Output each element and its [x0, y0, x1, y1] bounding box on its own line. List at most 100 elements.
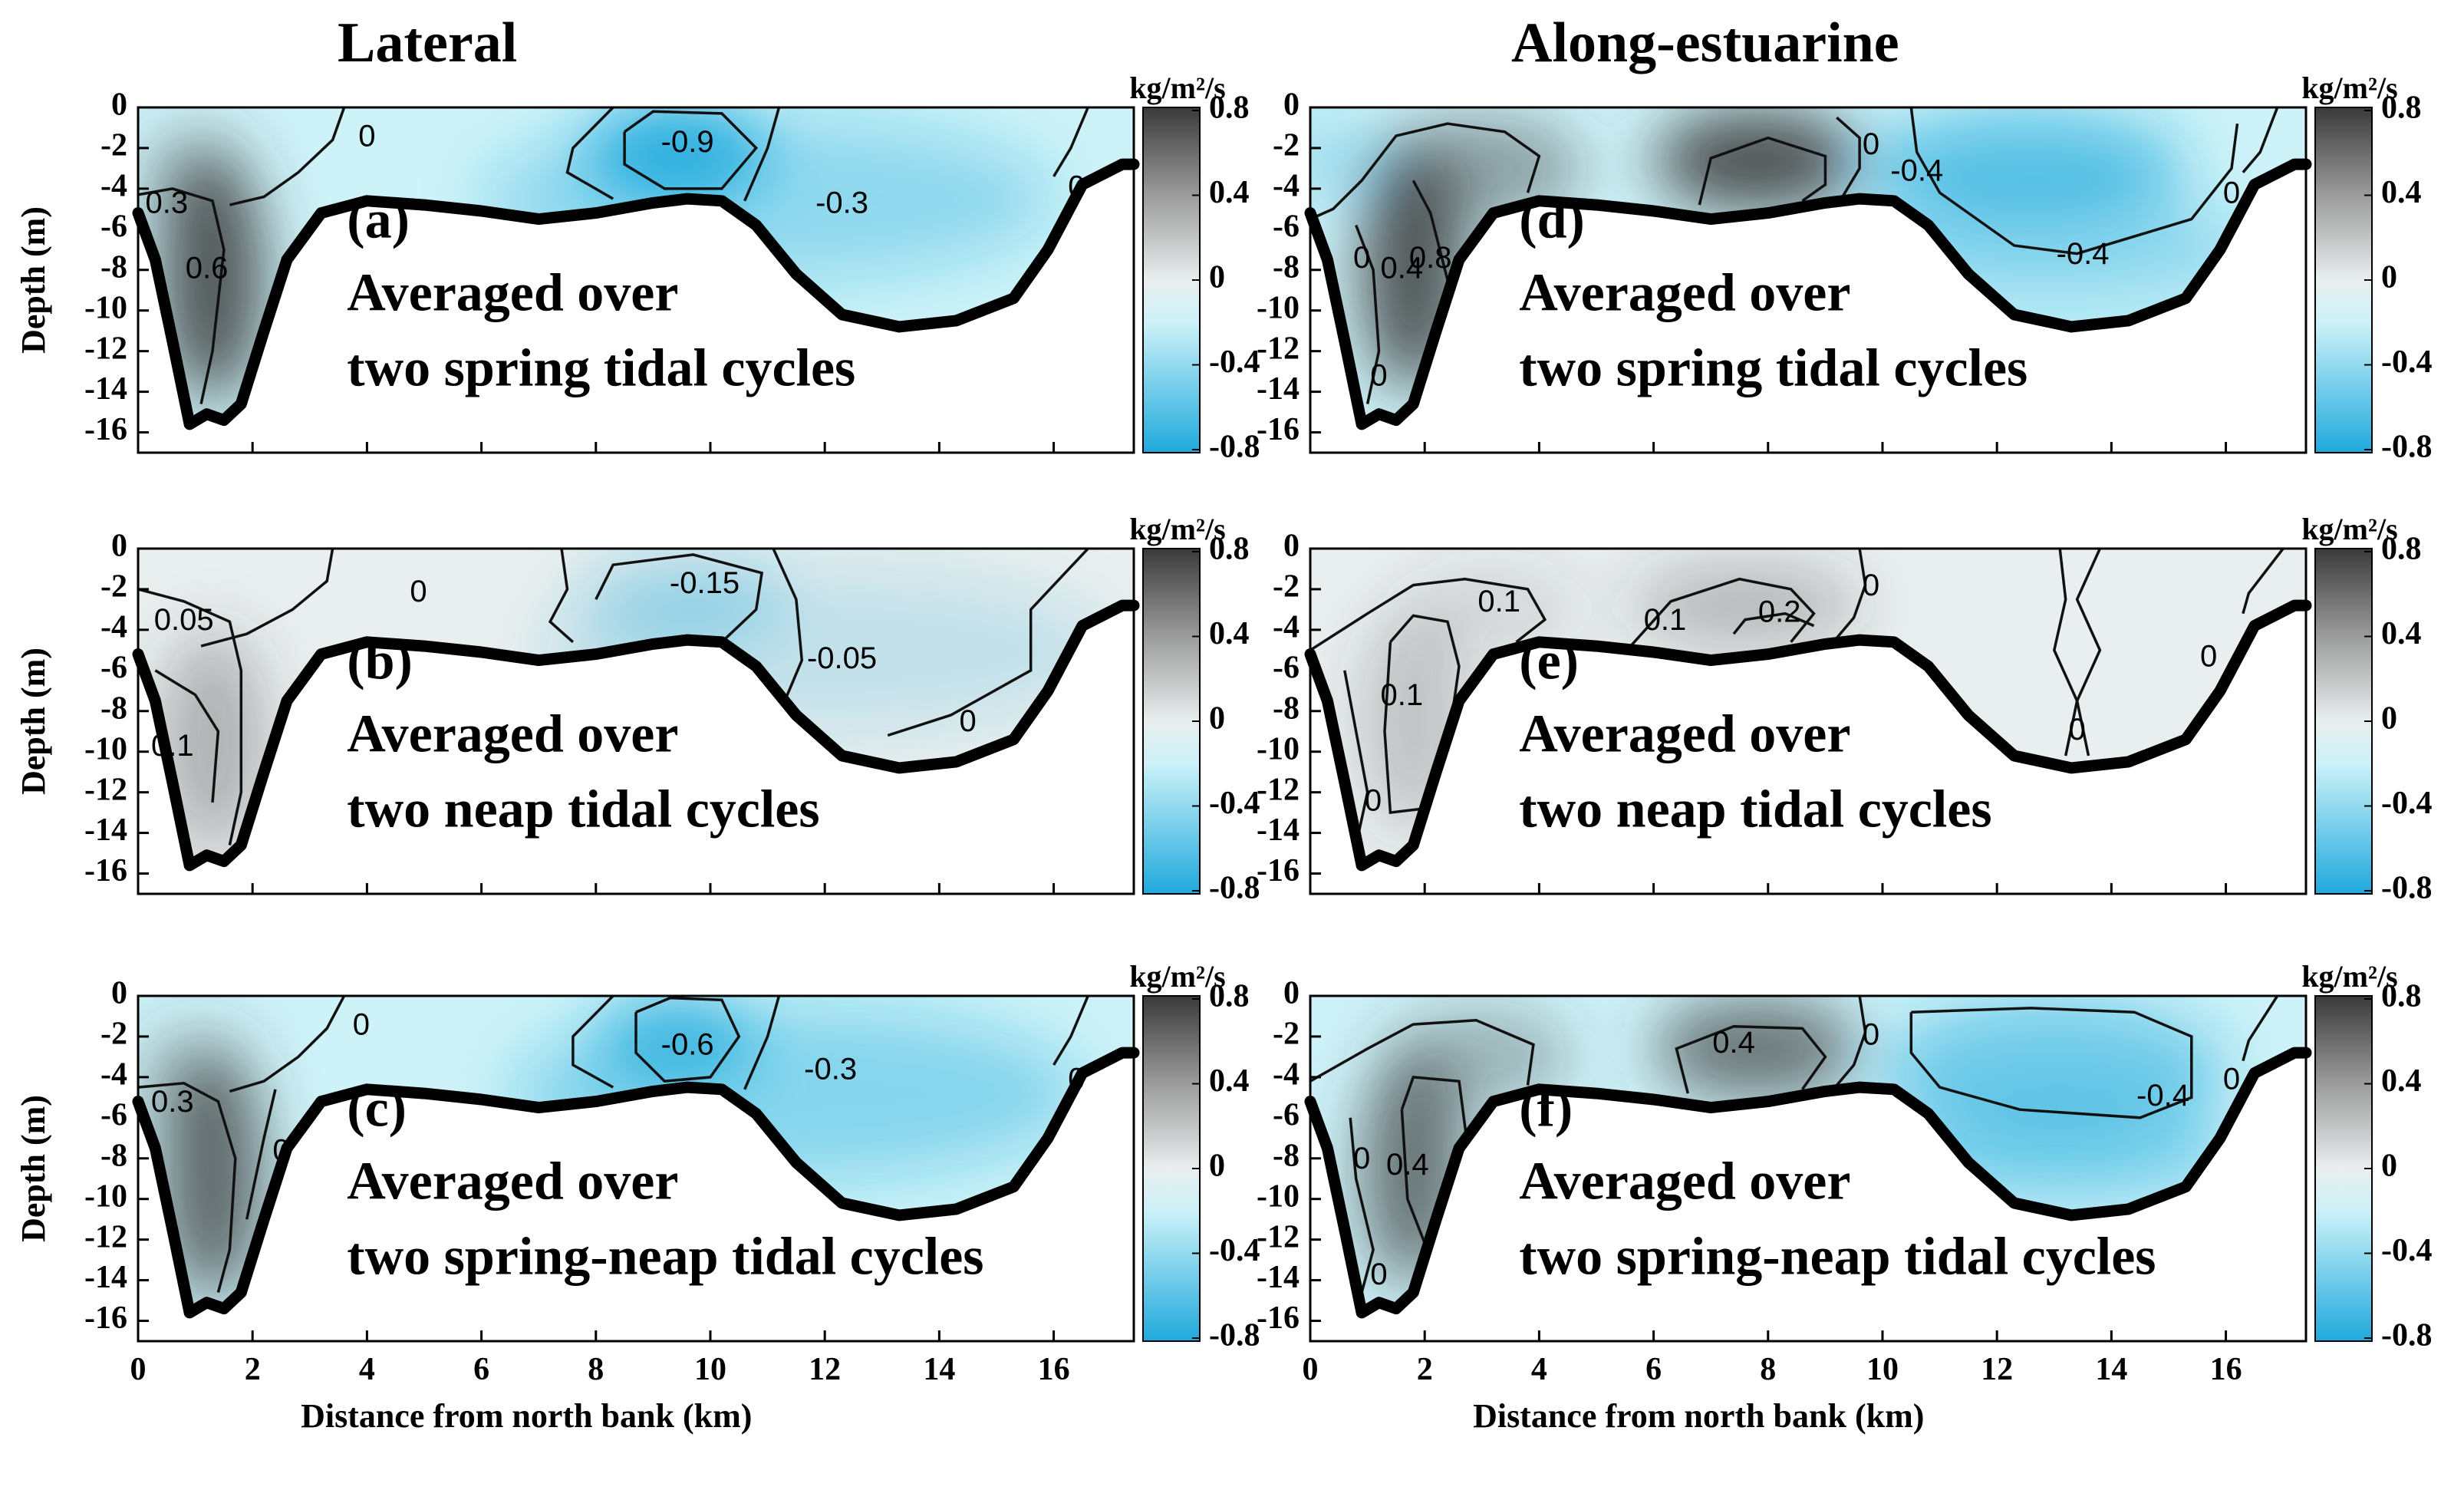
contour-label: -0.6: [661, 1028, 714, 1062]
contour-label: -0.3: [815, 186, 868, 220]
colorbar-tick-label: -0.4: [2381, 344, 2433, 380]
panel-tag: (f): [1519, 1079, 1573, 1138]
contour-line: [772, 549, 804, 702]
colorbar-unit: kg/m²/s: [1129, 512, 1225, 546]
contour-line: [1310, 122, 1541, 221]
contour-line: [1310, 1019, 1535, 1086]
bathymetry-line: [132, 1047, 1140, 1319]
y-tick-label: -8: [100, 1138, 127, 1173]
contour-label: 0: [410, 575, 427, 608]
contour-line: [1343, 670, 1369, 846]
y-tick-label: -2: [1273, 569, 1300, 605]
colorbar-unit: kg/m²/s: [2301, 71, 2397, 105]
contour-label: 0.4: [1386, 1148, 1429, 1182]
y-tick-label: -4: [1273, 169, 1300, 204]
contour-line: [2242, 549, 2284, 615]
colorbar-scale: [2314, 995, 2373, 1342]
y-tick-label: -16: [1257, 412, 1300, 447]
contour-label: 0: [1370, 359, 1387, 393]
panel-a: 0 -0.9 -0.3 0.3 0.6 0 0 -2 -4 -6 -8 -10 -12 -14 -16 Dep…: [15, 71, 1260, 465]
contour-line: [1909, 107, 2239, 255]
colorbar-tick-label: 0.8: [1209, 532, 1250, 567]
colorbar-tick-label: 0: [2381, 260, 2397, 295]
y-tick-label: 0: [1283, 87, 1300, 123]
panel-tag: (d): [1519, 190, 1585, 249]
colorbar-tick-label: 0.8: [2381, 979, 2422, 1014]
positive-flux-region: [160, 629, 265, 854]
x-tick-label: 16: [1038, 1352, 1070, 1387]
x-tick-label: 12: [1981, 1352, 2013, 1387]
contour-line: [138, 1082, 237, 1293]
y-tick-label: -10: [84, 1178, 127, 1214]
colorbar-scale: [1142, 107, 1201, 453]
x-tick-label: 16: [2210, 1352, 2242, 1387]
x-tick-label: 8: [588, 1352, 604, 1387]
contour-line: [887, 549, 1089, 737]
y-tick-label: -6: [1273, 209, 1300, 244]
panel-annotation: Averaged over: [1519, 1152, 1850, 1211]
y-tick-label: -10: [1257, 731, 1300, 766]
contour-line: [548, 549, 575, 644]
y-tick-label: -4: [1273, 610, 1300, 645]
panel-annotation: Averaged over: [347, 264, 678, 323]
contour-label: -0.4: [2057, 237, 2110, 271]
colorbar: kg/m²/s0.8 0.4 0 -0.4 -0.8: [1129, 512, 1260, 906]
contour-line: [572, 996, 614, 1089]
y-tick-label: -10: [84, 290, 127, 325]
y-tick-label: -4: [100, 610, 127, 645]
contour-line: [1698, 136, 1827, 206]
colorbar-tick-label: 0: [1209, 701, 1225, 737]
y-tick-label: -8: [1273, 249, 1300, 285]
colorbar-tick-label: -0.8: [1209, 430, 1260, 465]
panel-annotation: two spring tidal cycles: [347, 339, 855, 398]
colorbar-tick-label: 0.8: [1209, 979, 1250, 1014]
plot-frame: [137, 994, 1135, 1343]
contour-line: [2075, 549, 2102, 757]
contour-line: [1835, 549, 1867, 639]
colorbar-tick-label: 0: [2381, 1149, 2397, 1184]
y-tick-label: 0: [111, 976, 127, 1011]
x-tick-label: 4: [359, 1352, 375, 1387]
y-tick-label: -16: [84, 1300, 127, 1336]
contour-label: 0: [1353, 241, 1370, 275]
panels: 0 -0.9 -0.3 0.3 0.6 0 0 -2 -4 -6 -8 -10 -12 -14 -16 Dep…: [15, 71, 2433, 1435]
y-tick-label: 0: [111, 529, 127, 564]
contour-line: [1052, 107, 1089, 177]
x-tick-label: 14: [2095, 1352, 2127, 1387]
contour-label: 0: [2223, 176, 2240, 209]
y-tick-label: -14: [84, 1260, 127, 1295]
positive-flux-region: [143, 127, 247, 229]
contour-line: [245, 1089, 277, 1220]
colorbar-unit: kg/m²/s: [1129, 959, 1225, 994]
x-tick-label: 0: [130, 1352, 147, 1387]
contour-line: [1629, 577, 1816, 648]
x-tick-label: 6: [1645, 1352, 1662, 1387]
panel-annotation: two neap tidal cycles: [347, 780, 819, 839]
x-tick-label: 6: [473, 1352, 489, 1387]
colorbar-scale: [1142, 548, 1201, 895]
contour-line: [2052, 549, 2079, 757]
y-tick-label: -10: [1257, 1178, 1300, 1214]
y-axis-label: Depth (m): [15, 206, 52, 354]
colorbar-tick-label: 0.8: [1209, 91, 1250, 126]
bathymetry-line: [1304, 599, 2312, 872]
colorbar-tick-label: 0.4: [2381, 616, 2422, 651]
contour-label: 0: [1863, 1018, 1879, 1052]
contour-line: [634, 996, 741, 1083]
x-tick-label: 0: [1303, 1352, 1319, 1387]
x-tick-label: 12: [809, 1352, 841, 1387]
contour-line: [1836, 116, 1861, 198]
y-tick-label: -14: [1257, 1260, 1300, 1295]
contour-line: [565, 107, 614, 200]
contour-line: [1052, 996, 1089, 1066]
colorbar-unit: kg/m²/s: [2301, 512, 2397, 546]
contour-label: 0.05: [154, 603, 214, 637]
colorbar-tick-label: 0.4: [1209, 1063, 1250, 1099]
colorbar-scale: [2314, 548, 2373, 895]
y-tick-label: -8: [100, 249, 127, 285]
colorbar-tick-label: -0.8: [2381, 430, 2433, 465]
colorbar: kg/m²/s0.8 0.4 0 -0.4 -0.8: [2301, 959, 2432, 1353]
contour-label: -0.4: [1890, 153, 1943, 187]
panel-annotation: Averaged over: [1519, 264, 1850, 323]
